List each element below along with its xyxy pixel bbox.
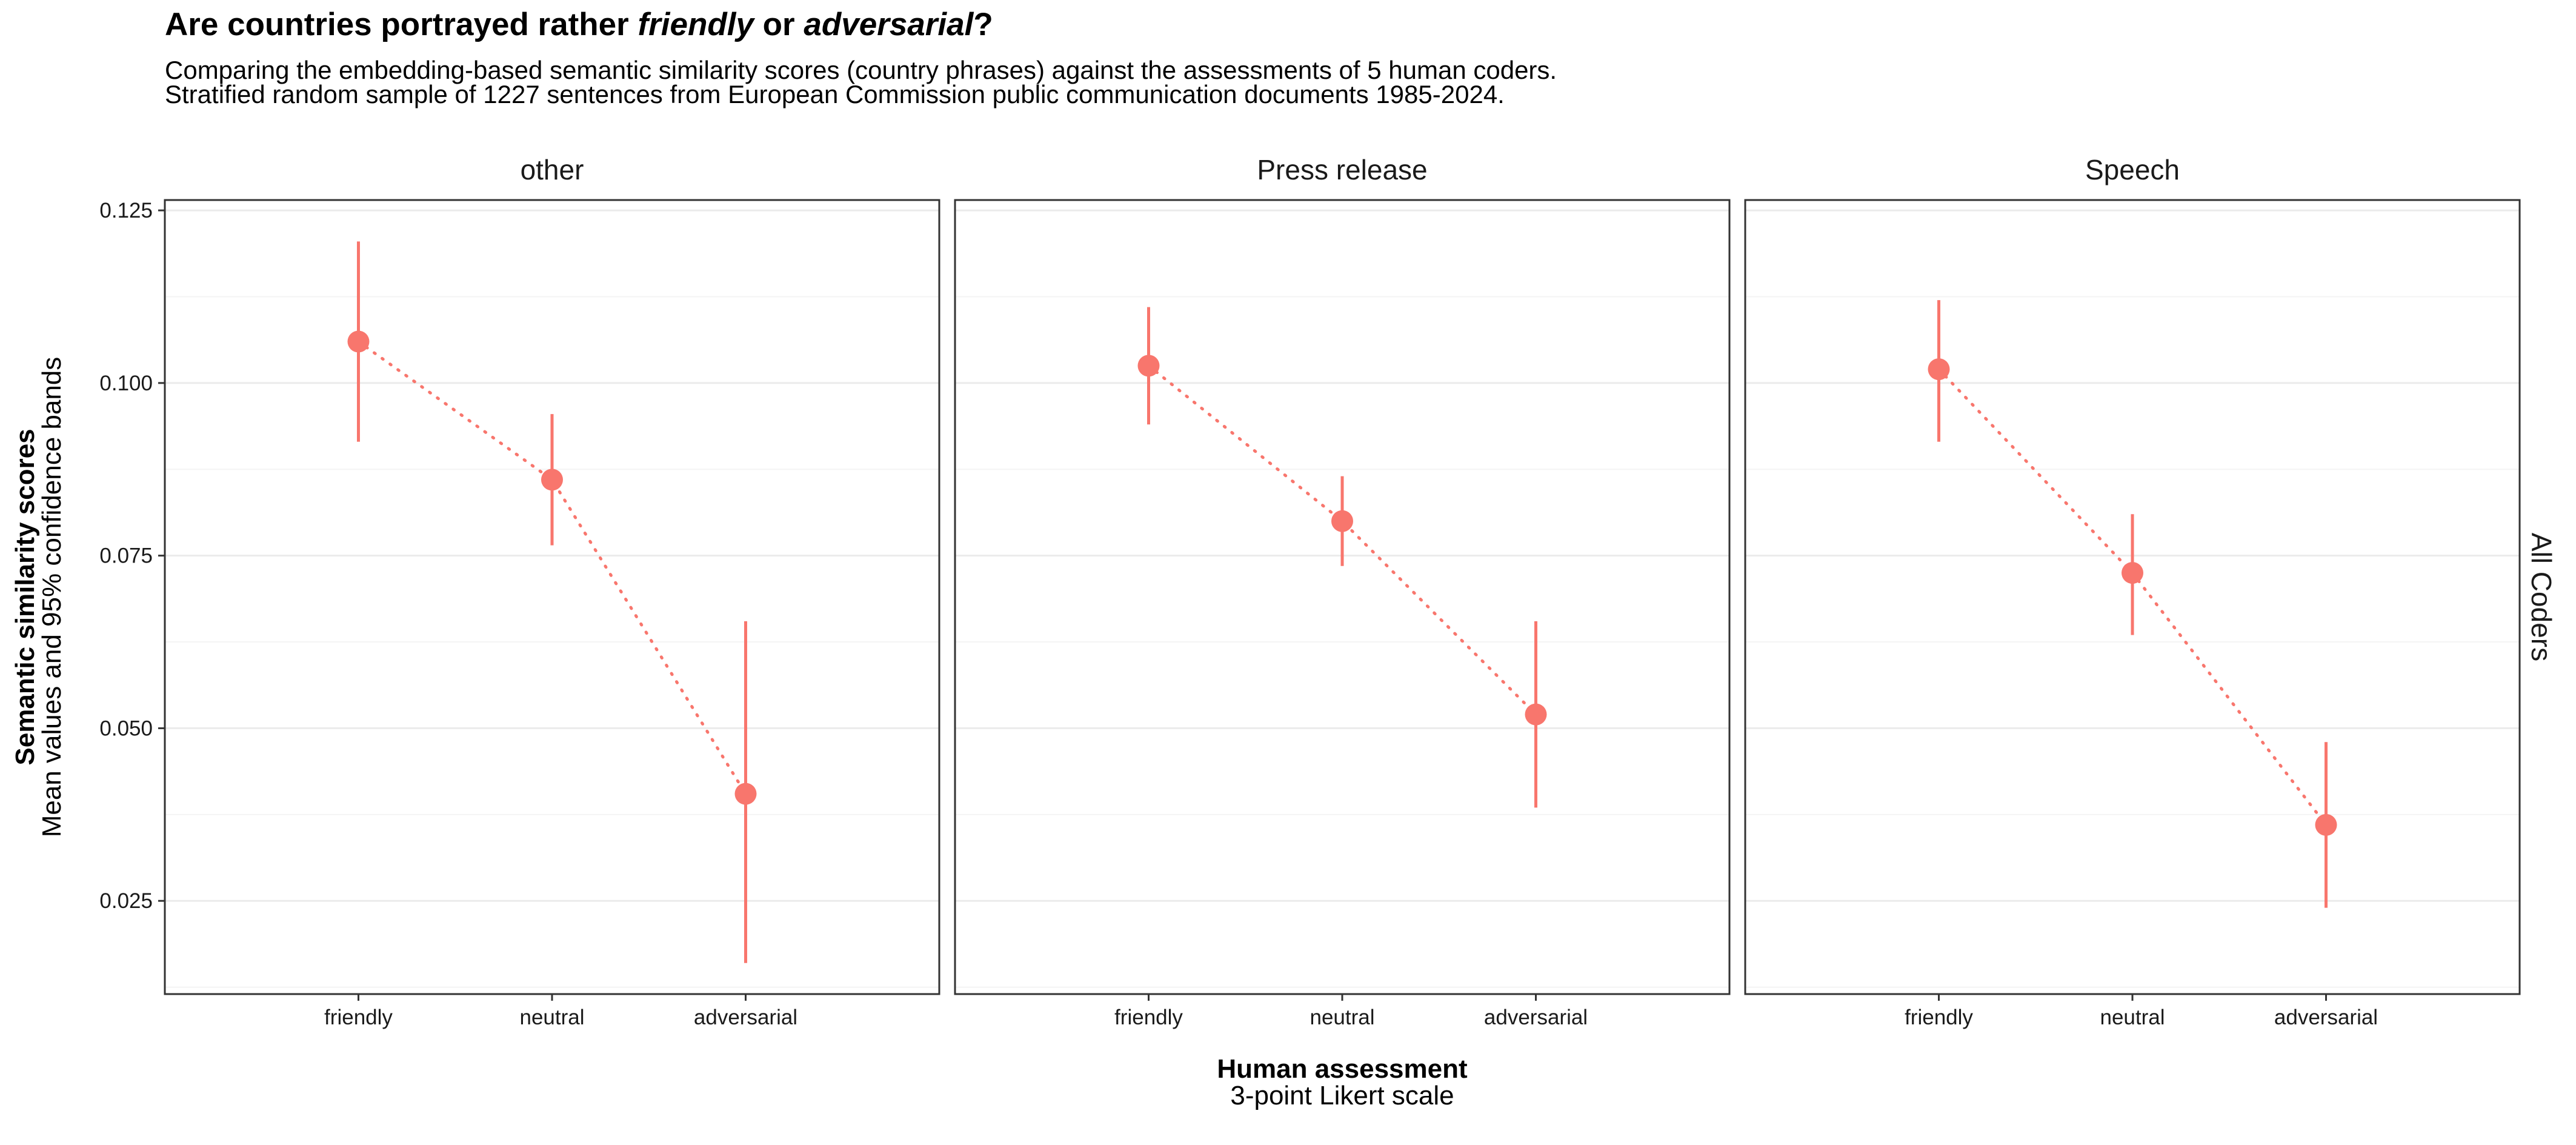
data-point	[2315, 813, 2337, 836]
x-tick-label: friendly	[1114, 1006, 1183, 1029]
title-em-adversarial: adversarial	[804, 7, 974, 42]
series-dotted-line	[357, 340, 747, 796]
panel-border	[954, 199, 1731, 995]
x-tick-label: neutral	[1310, 1006, 1374, 1029]
chart-title: Are countries portrayed rather friendly …	[165, 6, 993, 43]
panel-border	[164, 199, 940, 995]
y-axis-subtitle: Mean values and 95% confidence bands	[37, 357, 67, 838]
x-axis-title: Human assessment	[1217, 1054, 1468, 1084]
data-point	[2122, 562, 2143, 584]
y-tick-label: 0.050	[99, 716, 153, 740]
x-tick-label: neutral	[519, 1006, 584, 1029]
x-axis-subtitle: 3-point Likert scale	[1230, 1081, 1454, 1110]
data-point	[1928, 358, 1950, 381]
panel-strip-label: Speech	[2085, 154, 2180, 185]
x-tick-label: adversarial	[1484, 1006, 1588, 1029]
data-point	[1525, 703, 1547, 726]
x-tick-label: adversarial	[694, 1006, 797, 1029]
y-tick-label: 0.125	[99, 199, 153, 222]
panel-strip-label: other	[521, 154, 584, 185]
data-point	[1137, 355, 1160, 377]
data-point	[541, 469, 563, 491]
row-strip-label: All Coders	[2526, 533, 2557, 661]
subtitle-line-1: Comparing the embedding-based semantic s…	[165, 56, 1557, 84]
y-axis-title: Semantic similarity scores	[10, 429, 40, 765]
title-part-2: or	[753, 7, 804, 42]
x-tick-label: neutral	[2100, 1006, 2165, 1029]
x-tick-label: friendly	[324, 1006, 393, 1029]
y-tick-label: 0.075	[99, 544, 153, 568]
y-tick-label: 0.025	[99, 889, 153, 913]
panel-strip-label: Press release	[1257, 154, 1427, 185]
data-point	[1331, 510, 1353, 532]
x-tick-label: adversarial	[2274, 1006, 2378, 1029]
data-point	[347, 330, 370, 353]
title-em-friendly: friendly	[637, 7, 754, 42]
title-part-1: Are countries portrayed rather	[165, 7, 638, 42]
title-part-3: ?	[973, 7, 993, 42]
y-tick-label: 0.100	[99, 372, 153, 395]
subtitle-line-2: Stratified random sample of 1227 sentenc…	[165, 80, 1505, 108]
x-tick-label: friendly	[1905, 1006, 1973, 1029]
data-point	[734, 783, 757, 805]
